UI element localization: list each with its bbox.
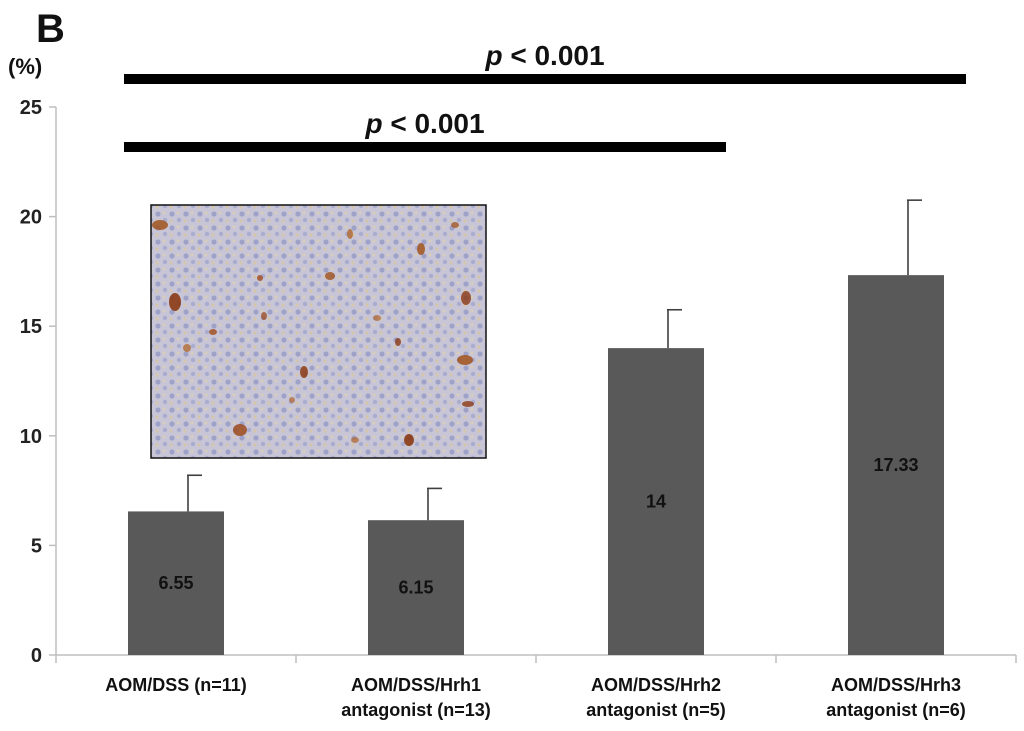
y-axis-label: (%): [8, 54, 42, 79]
significance-label-1: p < 0.001: [484, 40, 604, 71]
x-category-label: AOM/DSS/Hrh2: [591, 675, 721, 695]
bar-1: [128, 511, 224, 655]
inset-micrograph: [150, 204, 487, 459]
bar-3: [608, 348, 704, 655]
p-symbol: p: [484, 40, 502, 71]
bar-value-label: 17.33: [873, 455, 918, 475]
x-category-label: antagonist (n=13): [341, 700, 491, 720]
y-tick-label: 0: [31, 645, 42, 667]
bar-value-label: 6.55: [158, 573, 193, 593]
x-category-label: AOM/DSS (n=11): [105, 675, 247, 695]
x-category-label: AOM/DSS/Hrh3: [831, 675, 961, 695]
error-bars: [187, 199, 922, 521]
panel-label: B: [36, 7, 65, 51]
x-category-label: antagonist (n=5): [586, 700, 726, 720]
bars: [128, 275, 944, 655]
y-tick-label: 20: [20, 207, 42, 229]
p-value-text: < 0.001: [503, 40, 605, 71]
brown-stain-spots: [152, 220, 474, 446]
x-category-label: AOM/DSS/Hrh1: [351, 675, 481, 695]
x-axis-category-labels: AOM/DSS (n=11) AOM/DSS/Hrh1 antagonist (n=…: [105, 675, 966, 720]
significance-label-2: p < 0.001: [364, 108, 484, 139]
bar-2: [368, 520, 464, 655]
x-category-label: antagonist (n=6): [826, 700, 966, 720]
p-symbol: p: [364, 108, 382, 139]
y-tick-label: 10: [20, 426, 42, 448]
y-tick-label: 15: [20, 316, 42, 338]
bar-value-label: 14: [646, 492, 666, 512]
bar-value-labels: 6.55 6.15 14 17.33: [158, 455, 918, 598]
y-tick-label: 5: [31, 535, 42, 557]
y-tick-label: 25: [20, 97, 42, 119]
y-axis-ticks: 0 5 10 15 20 25: [20, 97, 56, 667]
bar-4: [848, 275, 944, 655]
p-value-text: < 0.001: [383, 108, 485, 139]
bar-value-label: 6.15: [398, 578, 433, 598]
